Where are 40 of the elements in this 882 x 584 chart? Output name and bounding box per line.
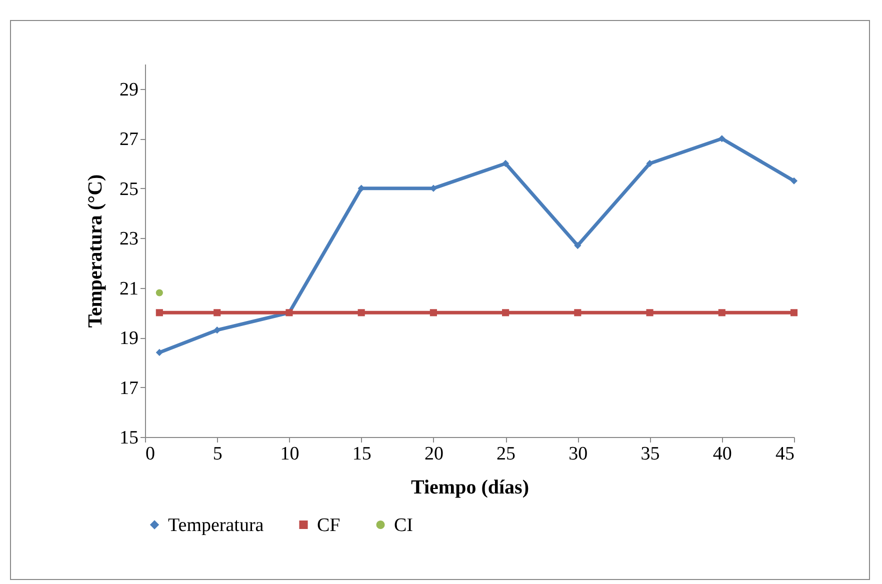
point bbox=[790, 309, 798, 316]
point bbox=[790, 177, 798, 184]
y-tick-label: 17 bbox=[120, 378, 138, 399]
x-tick-label: 25 bbox=[496, 444, 516, 464]
y-tick-label: 19 bbox=[120, 328, 138, 350]
point bbox=[156, 309, 163, 316]
x-tick-label: 30 bbox=[568, 444, 588, 464]
y-tick-label: 29 bbox=[120, 79, 138, 100]
point bbox=[430, 309, 437, 316]
x-tick-label: 10 bbox=[280, 444, 300, 464]
x-tick-label: 45 bbox=[776, 444, 794, 464]
x-tick-label: 40 bbox=[712, 444, 732, 464]
legend-label: CI bbox=[394, 514, 413, 536]
point bbox=[574, 242, 582, 250]
point bbox=[214, 309, 221, 316]
y-tick-label: 15 bbox=[120, 428, 138, 448]
point bbox=[718, 309, 726, 316]
y-tick-label: 23 bbox=[120, 228, 138, 250]
legend-label: CF bbox=[317, 514, 340, 536]
point bbox=[646, 160, 654, 168]
x-tick-label: 20 bbox=[424, 444, 444, 464]
x-tick-label: 35 bbox=[640, 444, 660, 464]
y-tick-label: 27 bbox=[120, 129, 138, 150]
x-tick-label: 15 bbox=[352, 444, 372, 464]
x-tick-label: 5 bbox=[212, 444, 222, 464]
y-tick-label: 21 bbox=[120, 278, 138, 300]
point bbox=[574, 309, 582, 316]
point bbox=[718, 135, 726, 142]
y-tick-label: 25 bbox=[120, 178, 138, 200]
y-axis-title: Temperatura (°C) bbox=[84, 174, 106, 328]
point bbox=[156, 348, 163, 356]
x-tick-label: 0 bbox=[146, 444, 155, 464]
point bbox=[646, 309, 654, 316]
point bbox=[502, 160, 510, 168]
point bbox=[156, 289, 163, 296]
point bbox=[502, 309, 510, 316]
legend-label: Temperatura bbox=[168, 514, 264, 536]
point bbox=[358, 309, 365, 316]
x-axis-title: Tiempo (días) bbox=[411, 476, 529, 498]
point bbox=[214, 326, 221, 334]
